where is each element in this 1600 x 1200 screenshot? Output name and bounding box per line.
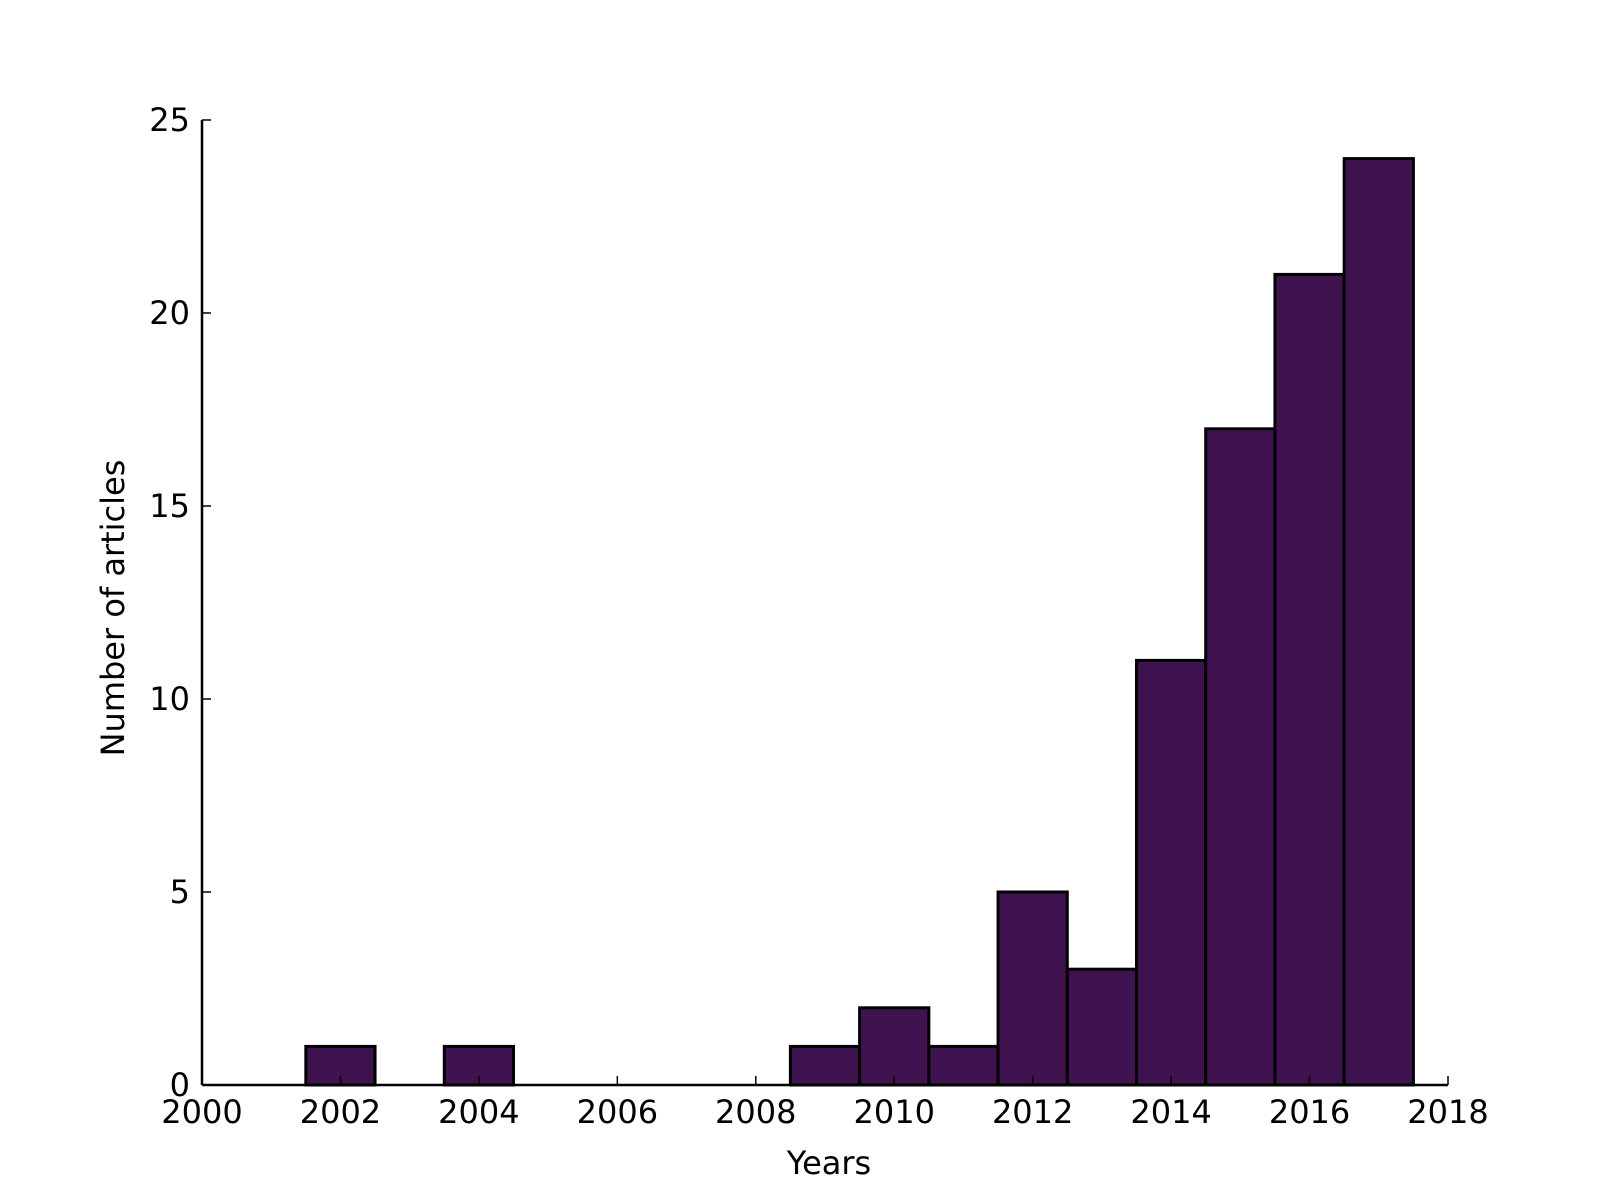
x-tick-label-2000: 2000 xyxy=(161,1093,242,1131)
x-tick-label-2018: 2018 xyxy=(1407,1093,1488,1131)
x-tick-label-2012: 2012 xyxy=(992,1093,1073,1131)
bars-layer xyxy=(304,157,1415,1087)
bar-2010 xyxy=(858,1006,931,1087)
bar-2011 xyxy=(927,1044,1000,1087)
bar-2013 xyxy=(1065,967,1139,1087)
x-tick-label-2006: 2006 xyxy=(577,1093,658,1131)
y-tick-label-5: 5 xyxy=(170,873,190,911)
axes-layer xyxy=(200,120,1448,1087)
ticks-layer: 2000 2002 2004 2006 2008 2010 2012 2014 2016 2018… xyxy=(149,101,1488,1131)
bar-2014 xyxy=(1135,658,1208,1087)
x-tick-label-2004: 2004 xyxy=(438,1093,519,1131)
y-tick-label-25: 25 xyxy=(149,101,190,139)
bar-2015 xyxy=(1204,427,1277,1087)
bar-2017 xyxy=(1342,157,1415,1087)
bar-2016 xyxy=(1273,272,1346,1087)
y-tick-label-0: 0 xyxy=(170,1066,190,1104)
y-tick-label-15: 15 xyxy=(149,487,190,525)
y-axis-title: Number of articles xyxy=(94,460,132,757)
x-tick-label-2016: 2016 xyxy=(1269,1093,1350,1131)
bar-2009 xyxy=(788,1044,862,1087)
x-tick-label-2014: 2014 xyxy=(1130,1093,1211,1131)
y-tick-label-10: 10 xyxy=(149,680,190,718)
y-tick-label-20: 20 xyxy=(149,294,190,332)
bar-2012 xyxy=(996,890,1069,1087)
x-tick-label-2010: 2010 xyxy=(854,1093,935,1131)
x-axis-title: Years xyxy=(786,1144,871,1182)
x-tick-label-2008: 2008 xyxy=(715,1093,796,1131)
x-tick-label-2002: 2002 xyxy=(300,1093,381,1131)
